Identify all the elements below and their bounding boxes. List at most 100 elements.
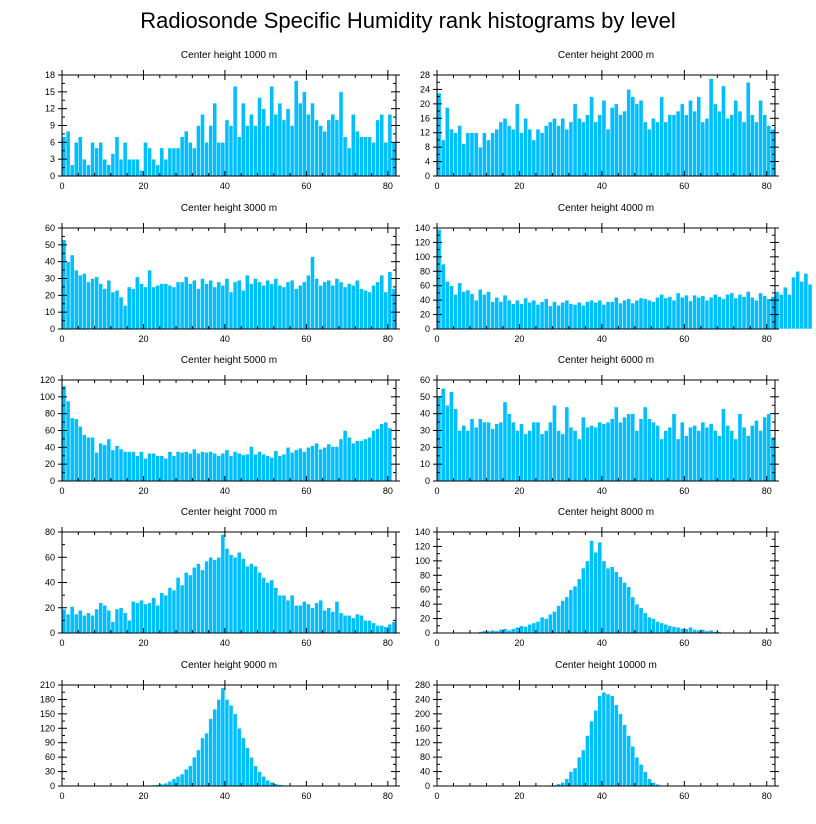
histogram-bar xyxy=(519,132,524,177)
histogram-bar xyxy=(387,114,393,177)
histogram-bar xyxy=(634,603,640,634)
histogram-bar xyxy=(342,136,348,177)
histogram-bar xyxy=(700,295,706,330)
histogram-bar xyxy=(277,102,283,177)
histogram-bar xyxy=(220,142,226,177)
histogram-bar xyxy=(293,80,299,177)
histogram-bar xyxy=(269,457,275,482)
histogram-bar xyxy=(696,96,702,177)
histogram-bar xyxy=(671,626,677,634)
histogram-bar xyxy=(208,125,213,177)
y-tick-label: 3 xyxy=(50,154,55,164)
histogram-bar xyxy=(118,296,124,330)
histogram-bar xyxy=(367,436,372,482)
histogram-bar xyxy=(717,435,722,482)
histogram-bar xyxy=(82,434,87,482)
histogram-bar xyxy=(106,438,112,482)
histogram-bar xyxy=(118,448,124,482)
histogram-bar xyxy=(502,628,508,634)
histogram-bar xyxy=(379,274,385,330)
subplot-title: Center height 3000 m xyxy=(181,203,277,214)
histogram-bar xyxy=(613,704,619,787)
histogram-bar xyxy=(273,587,279,634)
histogram-bar xyxy=(737,294,743,330)
y-tick-label: 12 xyxy=(420,128,430,138)
histogram-bar xyxy=(638,418,644,482)
histogram-bar xyxy=(548,305,553,330)
histogram-bar xyxy=(461,143,467,177)
histogram-bar xyxy=(82,615,87,634)
histogram-bar xyxy=(61,608,67,634)
histogram-bar xyxy=(444,107,450,177)
histogram-bar xyxy=(188,142,193,177)
histogram-bar xyxy=(350,442,356,482)
histogram-bar xyxy=(457,125,462,177)
subplot-title: Center height 1000 m xyxy=(181,50,277,61)
histogram-bar xyxy=(601,100,607,177)
histogram-bar xyxy=(638,607,644,634)
histogram-bar xyxy=(155,164,160,177)
x-tick-label: 40 xyxy=(597,791,607,801)
histogram-bar xyxy=(163,283,169,330)
histogram-bar xyxy=(576,302,582,330)
histogram-bar xyxy=(741,121,747,177)
histogram-bar xyxy=(490,132,495,177)
histogram-bar xyxy=(151,158,156,177)
histogram-bar xyxy=(630,96,636,177)
y-tick-label: 210 xyxy=(40,680,55,690)
histogram-bar xyxy=(212,708,218,787)
histogram-bar xyxy=(605,301,611,330)
histogram-bar xyxy=(387,427,393,482)
histogram-bar xyxy=(98,602,103,634)
histogram-bar xyxy=(449,391,454,482)
y-tick-label: 40 xyxy=(420,295,430,305)
histogram-bar xyxy=(593,551,599,634)
histogram-bar xyxy=(498,629,504,634)
histogram-bar xyxy=(576,438,582,482)
histogram-bar xyxy=(745,291,751,330)
histogram-panel-10: Center height 10000 m 0 20 40 60 80 0 40 80 120 16… xyxy=(415,660,779,801)
histogram-bar xyxy=(708,297,714,330)
y-tick-label: 20 xyxy=(420,442,430,452)
x-tick-label: 80 xyxy=(383,791,393,801)
histogram-bar xyxy=(696,430,702,482)
histogram-bar xyxy=(651,618,656,634)
histogram-bar xyxy=(78,136,83,177)
x-tick-label: 80 xyxy=(383,181,393,191)
histogram-bar xyxy=(346,147,352,177)
histogram-bar xyxy=(519,625,524,634)
histogram-bar xyxy=(130,601,136,634)
histogram-bar xyxy=(232,281,238,330)
y-tick-label: 30 xyxy=(45,767,55,777)
histogram-bar xyxy=(391,288,397,330)
histogram-bar xyxy=(98,142,103,177)
histogram-bar xyxy=(688,300,693,330)
histogram-bar xyxy=(236,452,242,482)
histogram-bar xyxy=(383,142,389,177)
histogram-bar xyxy=(589,299,594,330)
histogram-bar xyxy=(576,578,582,634)
y-tick-label: 150 xyxy=(40,709,55,719)
histogram-bar xyxy=(293,288,299,330)
histogram-bar xyxy=(659,438,664,482)
histogram-bar xyxy=(183,572,189,634)
histogram-bar xyxy=(155,455,160,482)
histogram-bar xyxy=(486,291,491,330)
histogram-bar xyxy=(444,281,450,330)
x-tick-label: 80 xyxy=(762,334,772,344)
histogram-bar xyxy=(204,452,209,482)
histogram-bar xyxy=(188,452,193,482)
histogram-bar xyxy=(192,756,197,787)
histogram-bar xyxy=(642,406,648,482)
histogram-bar xyxy=(208,279,213,330)
histogram-bar xyxy=(73,269,79,330)
histogram-bar xyxy=(346,283,352,330)
y-tick-label: 40 xyxy=(45,442,55,452)
histogram-bar xyxy=(651,782,656,787)
histogram-bar xyxy=(240,558,246,634)
x-tick-label: 40 xyxy=(597,181,607,191)
histogram-bar xyxy=(581,121,586,177)
histogram-bar xyxy=(265,125,270,177)
histogram-bar xyxy=(444,405,450,482)
histogram-bar xyxy=(733,297,739,330)
